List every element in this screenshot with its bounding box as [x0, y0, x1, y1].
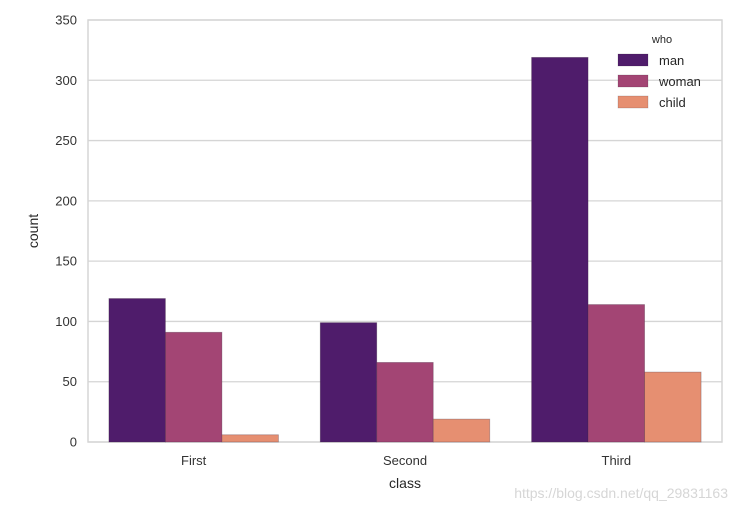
bars	[108, 56, 702, 443]
bar-man-second	[319, 322, 378, 443]
bar-child-second	[432, 418, 491, 443]
y-tick-label: 300	[55, 73, 77, 88]
y-tick-label: 200	[55, 193, 77, 208]
legend-label-child: child	[659, 95, 686, 110]
legend-label-woman: woman	[658, 74, 701, 89]
y-tick-label: 50	[63, 374, 77, 389]
legend-swatch-woman	[617, 74, 649, 88]
x-axis-ticks: First Second Third	[181, 453, 631, 468]
bar-man-third	[531, 56, 589, 443]
y-tick-label: 150	[55, 254, 77, 269]
y-axis-label: count	[25, 214, 41, 248]
x-tick-label: First	[181, 453, 207, 468]
x-tick-label: Third	[602, 453, 632, 468]
bar-woman-first	[165, 331, 223, 443]
legend-swatch-child	[617, 95, 649, 109]
bar-child-first	[221, 434, 279, 443]
y-tick-label: 100	[55, 314, 77, 329]
legend-label-man: man	[659, 53, 684, 68]
watermark: https://blog.csdn.net/qq_29831163	[514, 485, 728, 501]
bar-woman-second	[376, 362, 434, 443]
bar-man-first	[108, 298, 166, 443]
x-tick-label: Second	[383, 453, 427, 468]
y-tick-label: 0	[70, 435, 77, 450]
x-axis-label: class	[389, 475, 421, 491]
legend-title: who	[651, 34, 672, 46]
bar-woman-third	[587, 304, 645, 443]
legend-swatch-man	[617, 53, 649, 67]
bar-child-third	[644, 371, 702, 443]
y-axis-ticks: 0 50 100 150 200 250 300 350	[55, 13, 77, 450]
legend: who man woman child	[617, 34, 701, 110]
y-tick-label: 250	[55, 133, 77, 148]
y-tick-label: 350	[55, 13, 77, 28]
